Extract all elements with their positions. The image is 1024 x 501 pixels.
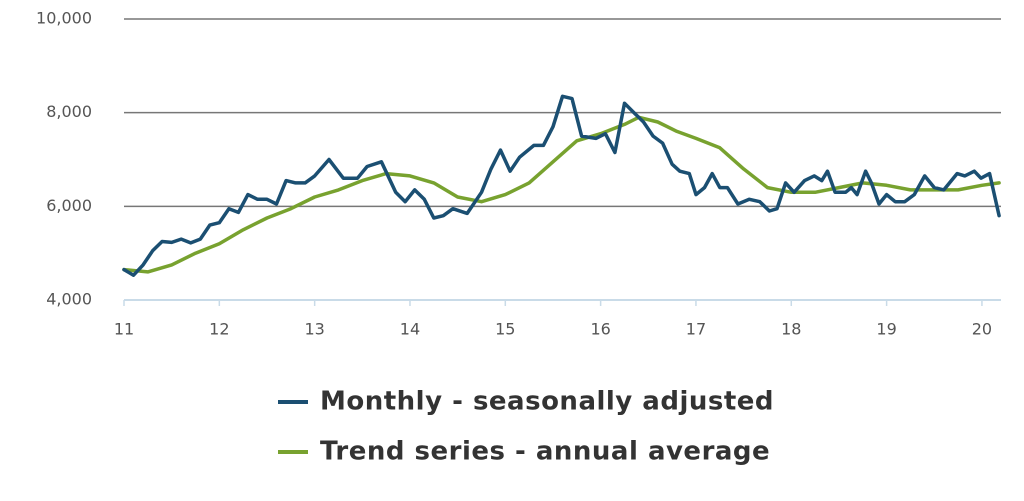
x-tick-label: 11: [114, 320, 134, 339]
x-tick-label: 16: [590, 320, 610, 339]
x-tick-label: 19: [876, 320, 896, 339]
x-tick-label: 17: [686, 320, 706, 339]
x-tick-label: 12: [209, 320, 229, 339]
legend-label: Trend series - annual average: [320, 437, 770, 467]
series-line: [122, 115, 1001, 274]
x-tick-label: 14: [400, 320, 420, 339]
y-tick-label: 6,000: [46, 196, 92, 215]
legend-label: Monthly - seasonally adjusted: [320, 387, 774, 417]
x-tick-label: 15: [495, 320, 515, 339]
y-tick-label: 4,000: [46, 290, 92, 309]
y-tick-label: 8,000: [46, 102, 92, 121]
series-line: [122, 94, 1001, 277]
x-tick-label: 13: [304, 320, 324, 339]
x-tick-label: 20: [972, 320, 992, 339]
y-tick-label: 10,000: [36, 9, 92, 28]
x-tick-label: 18: [781, 320, 801, 339]
